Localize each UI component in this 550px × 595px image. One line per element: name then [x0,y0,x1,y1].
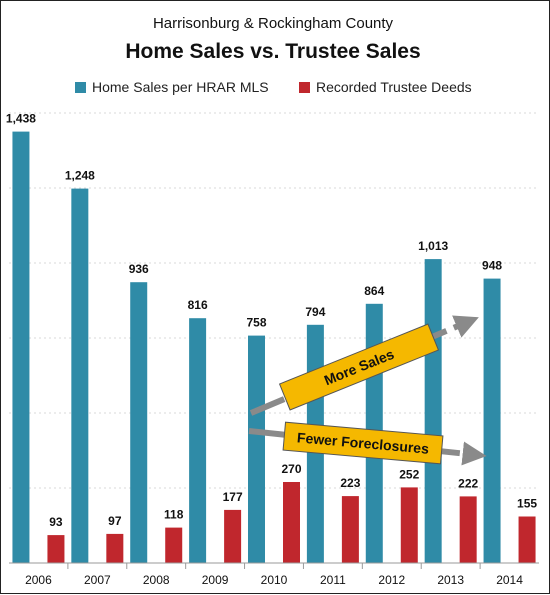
bar-trustee-deeds [341,496,359,563]
bar-trustee-deeds [400,487,418,563]
value-label-trustee-deeds: 155 [517,497,537,511]
value-label-trustee-deeds: 270 [281,462,301,476]
value-label-home-sales: 1,013 [418,239,448,253]
value-label-home-sales: 816 [188,298,208,312]
x-tick-label: 2009 [202,573,229,587]
bar-trustee-deeds [283,482,300,563]
bar-trustee-deeds [165,527,183,563]
value-label-trustee-deeds: 177 [223,490,243,504]
annotation-fewer-foreclosures: Fewer Foreclosures [248,421,487,466]
legend-label-home-sales: Home Sales per HRAR MLS [92,79,269,95]
value-label-trustee-deeds: 97 [108,514,122,528]
legend-swatch-home-sales [75,82,86,93]
x-tick-label: 2006 [25,573,52,587]
value-label-trustee-deeds: 118 [164,508,184,522]
bar-trustee-deeds [518,516,536,563]
callout-box-more-sales [278,323,440,411]
x-tick-label: 2013 [437,573,464,587]
x-tick-label: 2008 [143,573,170,587]
bar-home-sales [424,259,442,563]
value-label-home-sales: 936 [129,262,149,276]
x-tick-label: 2010 [261,573,288,587]
legend: Home Sales per HRAR MLS Recorded Trustee… [75,79,472,95]
bar-trustee-deeds [224,509,242,563]
bar-home-sales [189,318,207,563]
x-tick-marks [67,563,481,569]
value-label-trustee-deeds: 222 [458,476,478,490]
bar-trustee-deeds [459,496,477,563]
x-tick-labels: 2006 2007 2008 2009 2010 2011 2012 2013 2014 [25,573,523,587]
bar-home-sales [130,282,148,563]
bar-home-sales [71,188,89,563]
chart-title: Home Sales vs. Trustee Sales [125,40,420,63]
value-label-home-sales: 1,248 [65,169,95,183]
value-label-home-sales: 794 [305,305,325,319]
value-label-home-sales: 1,438 [6,112,36,126]
bar-trustee-deeds [47,535,65,563]
legend-swatch-trustee-deeds [299,82,310,93]
x-tick-label: 2012 [378,573,405,587]
x-tick-label: 2007 [84,573,111,587]
callout-box-fewer-foreclosures [282,421,444,465]
value-label-home-sales: 948 [482,259,502,273]
chart-subtitle: Harrisonburg & Rockingham County [153,15,394,32]
gridlines [9,112,539,489]
value-labels: 1,438 93 1,248 97 936 118 816 177 758 270 794 223 86… [6,112,537,529]
value-label-home-sales: 864 [364,284,384,298]
value-label-trustee-deeds: 223 [340,476,360,490]
value-label-home-sales: 758 [246,316,266,330]
legend-label-trustee-deeds: Recorded Trustee Deeds [316,79,472,95]
value-label-trustee-deeds: 93 [49,515,63,529]
x-tick-label: 2011 [320,573,346,587]
value-label-trustee-deeds: 252 [399,467,419,481]
bar-home-sales [12,131,30,563]
bar-trustee-deeds [106,533,124,563]
bar-home-sales [483,278,501,563]
bars [12,131,536,563]
x-tick-label: 2014 [496,573,523,587]
bar-home-sales [248,335,265,563]
